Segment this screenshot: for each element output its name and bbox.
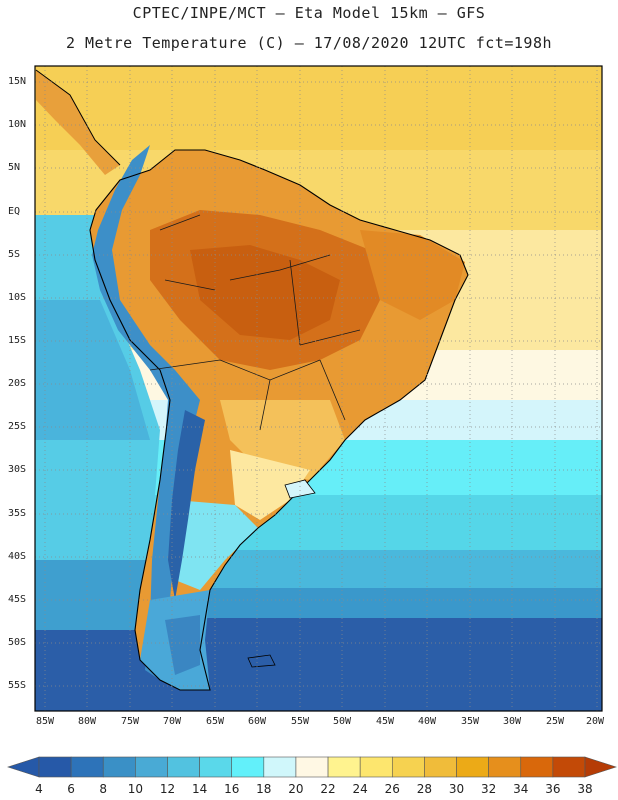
lat-tick-label: 25S (8, 421, 27, 432)
lon-tick-label: 45W (375, 716, 395, 727)
colorbar-tick-label: 6 (67, 782, 75, 796)
colorbar-tick-label: 18 (256, 782, 272, 796)
lat-tick-label: 15N (8, 76, 27, 87)
lon-tick-label: 50W (332, 716, 352, 727)
lat-tick-label: 20S (8, 378, 27, 389)
colorbar-high-arrow (584, 756, 617, 778)
colorbar-tick-label: 30 (448, 782, 465, 796)
colorbar-swatch (456, 756, 489, 778)
colorbar-swatch (231, 756, 265, 778)
colorbar-swatch (295, 756, 329, 778)
lon-tick-label: 85W (35, 716, 55, 727)
colorbar-tick-label: 10 (127, 782, 143, 796)
lon-tick-label: 75W (120, 716, 140, 727)
colorbar-tick-label: 14 (191, 782, 208, 796)
colorbar-swatch (488, 756, 522, 778)
lon-tick-label: 70W (162, 716, 182, 727)
lon-tick-label: 40W (417, 716, 437, 727)
colorbar-tick-label: 32 (481, 782, 497, 796)
lat-tick-label: 30S (8, 464, 27, 475)
colorbar-swatch (552, 756, 586, 778)
lon-tick-label: 30W (502, 716, 522, 727)
colorbar-swatch (167, 756, 200, 778)
colorbar-swatch (199, 756, 233, 778)
colorbar-tick-label: 4 (35, 782, 43, 796)
lat-tick-label: 10S (8, 292, 27, 303)
colorbar-tick-label: 8 (99, 782, 108, 796)
lon-tick-label: 25W (545, 716, 565, 727)
colorbar-swatch (135, 756, 168, 778)
lat-tick-label: 55S (8, 680, 27, 691)
lat-tick-label: 10N (8, 119, 27, 130)
colorbar-tick-label: 28 (416, 782, 433, 796)
lon-tick-label: 60W (247, 716, 267, 727)
lon-tick-label: 35W (460, 716, 480, 727)
lat-tick-label: 5N (8, 162, 21, 173)
colorbar-tick-label: 16 (224, 782, 240, 796)
colorbar-swatch (102, 756, 136, 778)
colorbar (7, 756, 617, 778)
lat-tick-label: 45S (8, 594, 27, 605)
colorbar-swatch (391, 756, 425, 778)
chart-title-line2: 2 Metre Temperature (C) – 17/08/2020 12U… (65, 34, 553, 52)
colorbar-swatch (38, 756, 72, 778)
colorbar-swatch (424, 756, 457, 778)
lat-tick-label: 15S (8, 335, 27, 346)
colorbar-tick-label: 20 (288, 782, 304, 796)
colorbar-tick-label: 38 (577, 782, 593, 796)
colorbar-swatch (520, 756, 554, 778)
lon-tick-label: 55W (290, 716, 310, 727)
colorbar-swatch (263, 756, 297, 778)
lon-tick-label: 80W (77, 716, 97, 727)
colorbar-tick-label: 24 (352, 782, 368, 796)
colorbar-swatch (70, 756, 104, 778)
colorbar-tick-label: 12 (159, 782, 176, 796)
colorbar-tick-label: 34 (513, 782, 529, 796)
lat-tick-label: 40S (8, 551, 27, 562)
colorbar-swatch (327, 756, 361, 778)
lat-tick-label: 5S (8, 249, 21, 260)
lat-tick-label: 35S (8, 508, 27, 519)
chart-title-line1: CPTEC/INPE/MCT – Eta Model 15km – GFS (132, 4, 486, 22)
colorbar-tick-label: 22 (320, 782, 336, 796)
colorbar-tick-label: 36 (545, 782, 561, 796)
lon-tick-label: 20W (585, 716, 605, 727)
colorbar-swatch (359, 756, 393, 778)
lat-tick-label: 50S (8, 637, 27, 648)
colorbar-low-arrow (7, 756, 40, 778)
lat-tick-label: EQ (8, 206, 21, 217)
colorbar-tick-label: 26 (384, 782, 400, 796)
lon-tick-label: 65W (205, 716, 225, 727)
map-frame (34, 65, 603, 712)
